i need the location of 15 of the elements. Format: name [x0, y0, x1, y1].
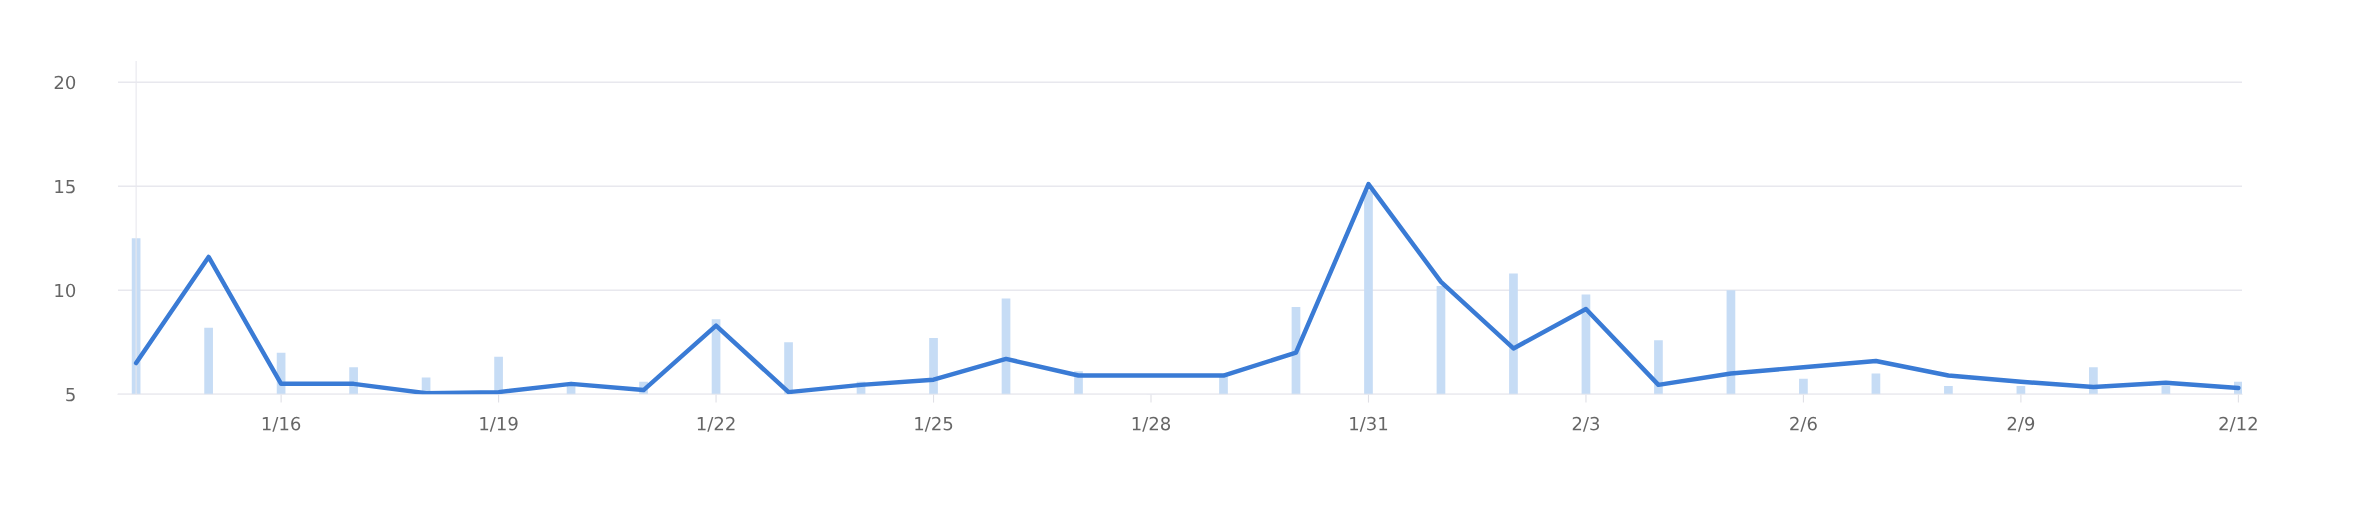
- x-tick-label: 2/6: [1790, 416, 1817, 432]
- x-tick-label: 2/9: [2007, 416, 2035, 432]
- line-series: [133, 181, 2241, 395]
- y-tick-label: 20: [54, 75, 76, 90]
- y-tick-label: 5: [66, 387, 75, 402]
- x-tick-label: 2/12: [2219, 416, 2257, 432]
- x-tick-label: 1/16: [262, 416, 301, 432]
- x-tick-label: 2/3: [1572, 416, 1600, 432]
- x-tick-label: 1/28: [1132, 416, 1171, 432]
- x-tick-label: 1/19: [480, 416, 518, 432]
- y-tick-label: 15: [55, 179, 75, 194]
- x-tick-label: 1/25: [915, 416, 953, 432]
- x-tick-label: 1/22: [697, 416, 735, 432]
- x-tick-label: 1/31: [1350, 416, 1388, 432]
- y-tick-label: 10: [55, 283, 76, 298]
